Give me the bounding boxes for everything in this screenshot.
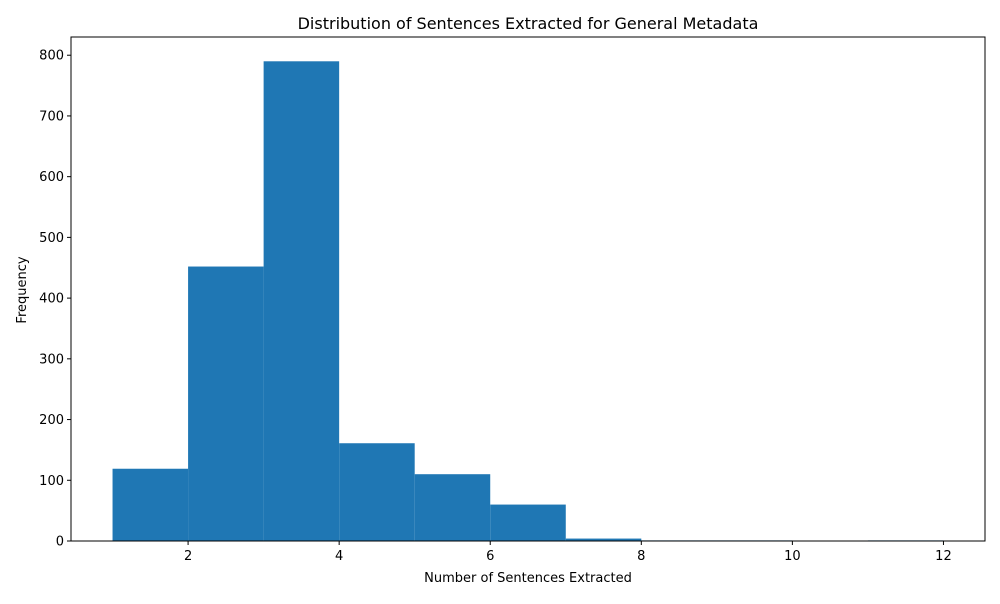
x-tick-label: 8 bbox=[637, 549, 645, 564]
x-tick-label: 4 bbox=[335, 549, 343, 564]
histogram-bar-2 bbox=[188, 266, 264, 541]
x-tick-label: 10 bbox=[784, 549, 801, 564]
x-tick-label: 6 bbox=[486, 549, 494, 564]
y-tick-label: 400 bbox=[39, 292, 64, 307]
y-tick-label: 100 bbox=[39, 474, 64, 489]
y-tick-label: 200 bbox=[39, 413, 64, 428]
x-axis-ticks: 2 4 6 8 10 12 bbox=[184, 541, 952, 564]
histogram-bar-1 bbox=[112, 468, 189, 541]
x-tick-label: 12 bbox=[935, 549, 952, 564]
plot-frame bbox=[70, 36, 986, 542]
y-tick-label: 800 bbox=[39, 49, 64, 64]
histogram-bar-3 bbox=[263, 61, 340, 542]
bars-group bbox=[112, 61, 944, 542]
x-axis-label: Number of Sentences Extracted bbox=[424, 571, 632, 586]
histogram-bar-7 bbox=[565, 538, 642, 541]
y-tick-label: 0 bbox=[56, 535, 64, 550]
y-tick-label: 500 bbox=[39, 231, 64, 246]
y-axis-label: Frequency bbox=[15, 256, 30, 323]
y-tick-label: 600 bbox=[39, 170, 64, 185]
y-axis-ticks: 0 100 200 300 400 500 600 700 800 bbox=[39, 49, 71, 550]
histogram-bar-5 bbox=[414, 474, 491, 541]
chart-title: Distribution of Sentences Extracted for … bbox=[298, 14, 759, 33]
y-tick-label: 300 bbox=[39, 352, 64, 367]
x-tick-label: 2 bbox=[184, 549, 192, 564]
histogram-bar-4 bbox=[339, 443, 415, 541]
y-tick-label: 700 bbox=[39, 109, 64, 124]
histogram-bar-6 bbox=[490, 504, 566, 541]
